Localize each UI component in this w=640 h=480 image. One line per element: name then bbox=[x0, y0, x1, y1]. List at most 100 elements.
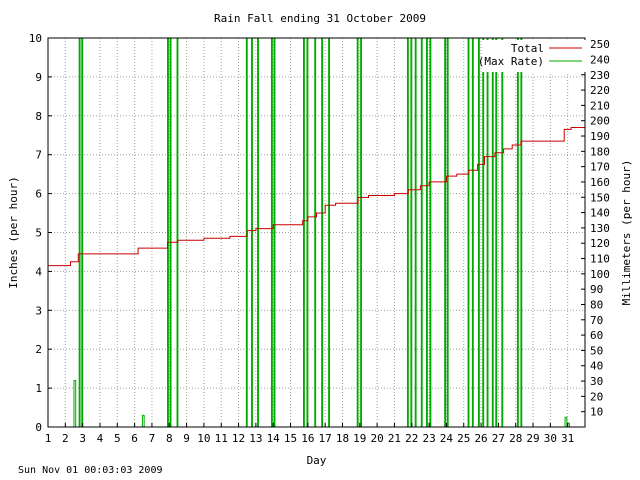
chart-title: Rain Fall ending 31 October 2009 bbox=[214, 12, 426, 25]
y2-tick-label: 220 bbox=[590, 84, 610, 97]
y-tick-label: 7 bbox=[35, 149, 42, 162]
y2-tick-label: 140 bbox=[590, 207, 610, 220]
max-rate-bar bbox=[467, 37, 470, 427]
legend-label-total: Total bbox=[511, 42, 544, 55]
x-tick-label: 29 bbox=[526, 432, 539, 445]
x-tick-label: 21 bbox=[388, 432, 401, 445]
x-tick-label: 26 bbox=[474, 432, 487, 445]
y2-tick-label: 30 bbox=[590, 375, 603, 388]
max-rate-bar bbox=[167, 37, 169, 427]
max-rate-bar bbox=[516, 37, 519, 427]
max-rate-bar bbox=[270, 37, 273, 427]
max-rate-bar bbox=[425, 37, 428, 427]
max-rate-bar bbox=[176, 37, 179, 427]
y2-tick-label: 110 bbox=[590, 253, 610, 266]
total-series bbox=[48, 127, 585, 267]
y2-tick-label: 210 bbox=[590, 99, 610, 112]
x-tick-label: 9 bbox=[183, 432, 190, 445]
x-tick-label: 1 bbox=[45, 432, 52, 445]
legend-box bbox=[482, 40, 586, 72]
max-rate-bar bbox=[169, 37, 172, 427]
grid-lines bbox=[47, 37, 585, 428]
x-tick-label: 27 bbox=[492, 432, 505, 445]
max-rate-bar bbox=[257, 37, 259, 427]
max-rate-bar bbox=[420, 37, 423, 427]
x-tick-label: 5 bbox=[114, 432, 121, 445]
y2-tick-label: 200 bbox=[590, 115, 610, 128]
y2-axis-label: Millimeters (per hour) bbox=[620, 160, 633, 306]
x-tick-label: 23 bbox=[422, 432, 435, 445]
y-axis-ticks: 0 1 2 3 4 5 6 7 8 9 10 bbox=[29, 32, 52, 434]
y-axis-label: Inches (per hour) bbox=[7, 176, 20, 289]
max-rate-bar bbox=[314, 37, 317, 427]
max-rate-bar bbox=[303, 37, 305, 427]
y-tick-label: 6 bbox=[35, 188, 42, 201]
max-rate-bar bbox=[495, 37, 498, 427]
max-rate-bar bbox=[429, 37, 432, 427]
x-tick-label: 14 bbox=[267, 432, 281, 445]
y2-tick-label: 70 bbox=[590, 314, 603, 327]
x-tick-label: 24 bbox=[440, 432, 454, 445]
total-line bbox=[48, 127, 585, 267]
y2-tick-label: 20 bbox=[590, 390, 603, 403]
max-rate-bar bbox=[78, 37, 81, 427]
y2-tick-label: 80 bbox=[590, 298, 603, 311]
y-tick-label: 10 bbox=[29, 32, 42, 45]
x-tick-label: 17 bbox=[319, 432, 332, 445]
max-rate-bar bbox=[444, 37, 447, 427]
max-rate-bar bbox=[491, 37, 494, 427]
max-rate-bar bbox=[356, 37, 359, 427]
y2-tick-label: 50 bbox=[590, 344, 603, 357]
x-tick-label: 31 bbox=[561, 432, 574, 445]
y2-tick-label: 150 bbox=[590, 191, 610, 204]
x-tick-label: 15 bbox=[284, 432, 297, 445]
y-tick-label: 2 bbox=[35, 343, 42, 356]
y-tick-label: 1 bbox=[35, 382, 42, 395]
max-rate-bar bbox=[446, 37, 449, 427]
y2-tick-label: 240 bbox=[590, 53, 610, 66]
y2-tick-label: 10 bbox=[590, 406, 603, 419]
x-tick-label: 16 bbox=[301, 432, 314, 445]
max-rate-bar bbox=[482, 37, 485, 427]
x-tick-label: 30 bbox=[544, 432, 557, 445]
max-rate-bar bbox=[501, 37, 504, 427]
y-tick-label: 9 bbox=[35, 71, 42, 84]
y-tick-label: 5 bbox=[35, 227, 42, 240]
x-tick-label: 18 bbox=[336, 432, 349, 445]
x-tick-label: 13 bbox=[249, 432, 262, 445]
y2-tick-label: 60 bbox=[590, 329, 603, 342]
y-tick-label: 0 bbox=[35, 421, 42, 434]
y2-tick-label: 130 bbox=[590, 222, 610, 235]
y2-tick-label: 40 bbox=[590, 360, 603, 373]
max-rate-bar bbox=[486, 37, 489, 427]
max-rate-bar bbox=[141, 414, 145, 427]
x-tick-label: 19 bbox=[353, 432, 366, 445]
y-tick-label: 3 bbox=[35, 304, 42, 317]
x-tick-label: 6 bbox=[131, 432, 138, 445]
y2-tick-label: 180 bbox=[590, 145, 610, 158]
x-tick-label: 25 bbox=[457, 432, 470, 445]
x-axis-ticks: 1 2 3 4 5 6 7 8 9 10 11 12 13 14 15 16 17 18 19 20 21 22 23 24 2… bbox=[45, 423, 574, 445]
y2-tick-label: 170 bbox=[590, 161, 610, 174]
max-rate-bar bbox=[273, 37, 276, 427]
max-rate-bar bbox=[306, 37, 309, 427]
y2-axis-ticks: 10 20 30 40 50 60 70 80 90 100 110 120 130 140 150 160 1… bbox=[581, 38, 610, 419]
max-rate-bar bbox=[251, 37, 253, 427]
y2-tick-label: 100 bbox=[590, 268, 610, 281]
y2-tick-label: 160 bbox=[590, 176, 610, 189]
max-rate-bar bbox=[477, 37, 480, 427]
y-tick-label: 4 bbox=[35, 265, 42, 278]
max-rate-bar bbox=[81, 37, 84, 427]
max-rate-bar bbox=[321, 37, 324, 427]
y2-tick-label: 250 bbox=[590, 38, 610, 51]
x-tick-label: 20 bbox=[371, 432, 384, 445]
max-rate-bar bbox=[564, 416, 568, 427]
x-tick-label: 4 bbox=[97, 432, 104, 445]
legend: Total (Max Rate) bbox=[478, 40, 586, 72]
x-tick-label: 2 bbox=[62, 432, 69, 445]
x-tick-label: 12 bbox=[232, 432, 245, 445]
max-rate-bar bbox=[414, 37, 417, 427]
max-rate-bar bbox=[328, 37, 330, 427]
max-rate-bar bbox=[471, 37, 474, 427]
